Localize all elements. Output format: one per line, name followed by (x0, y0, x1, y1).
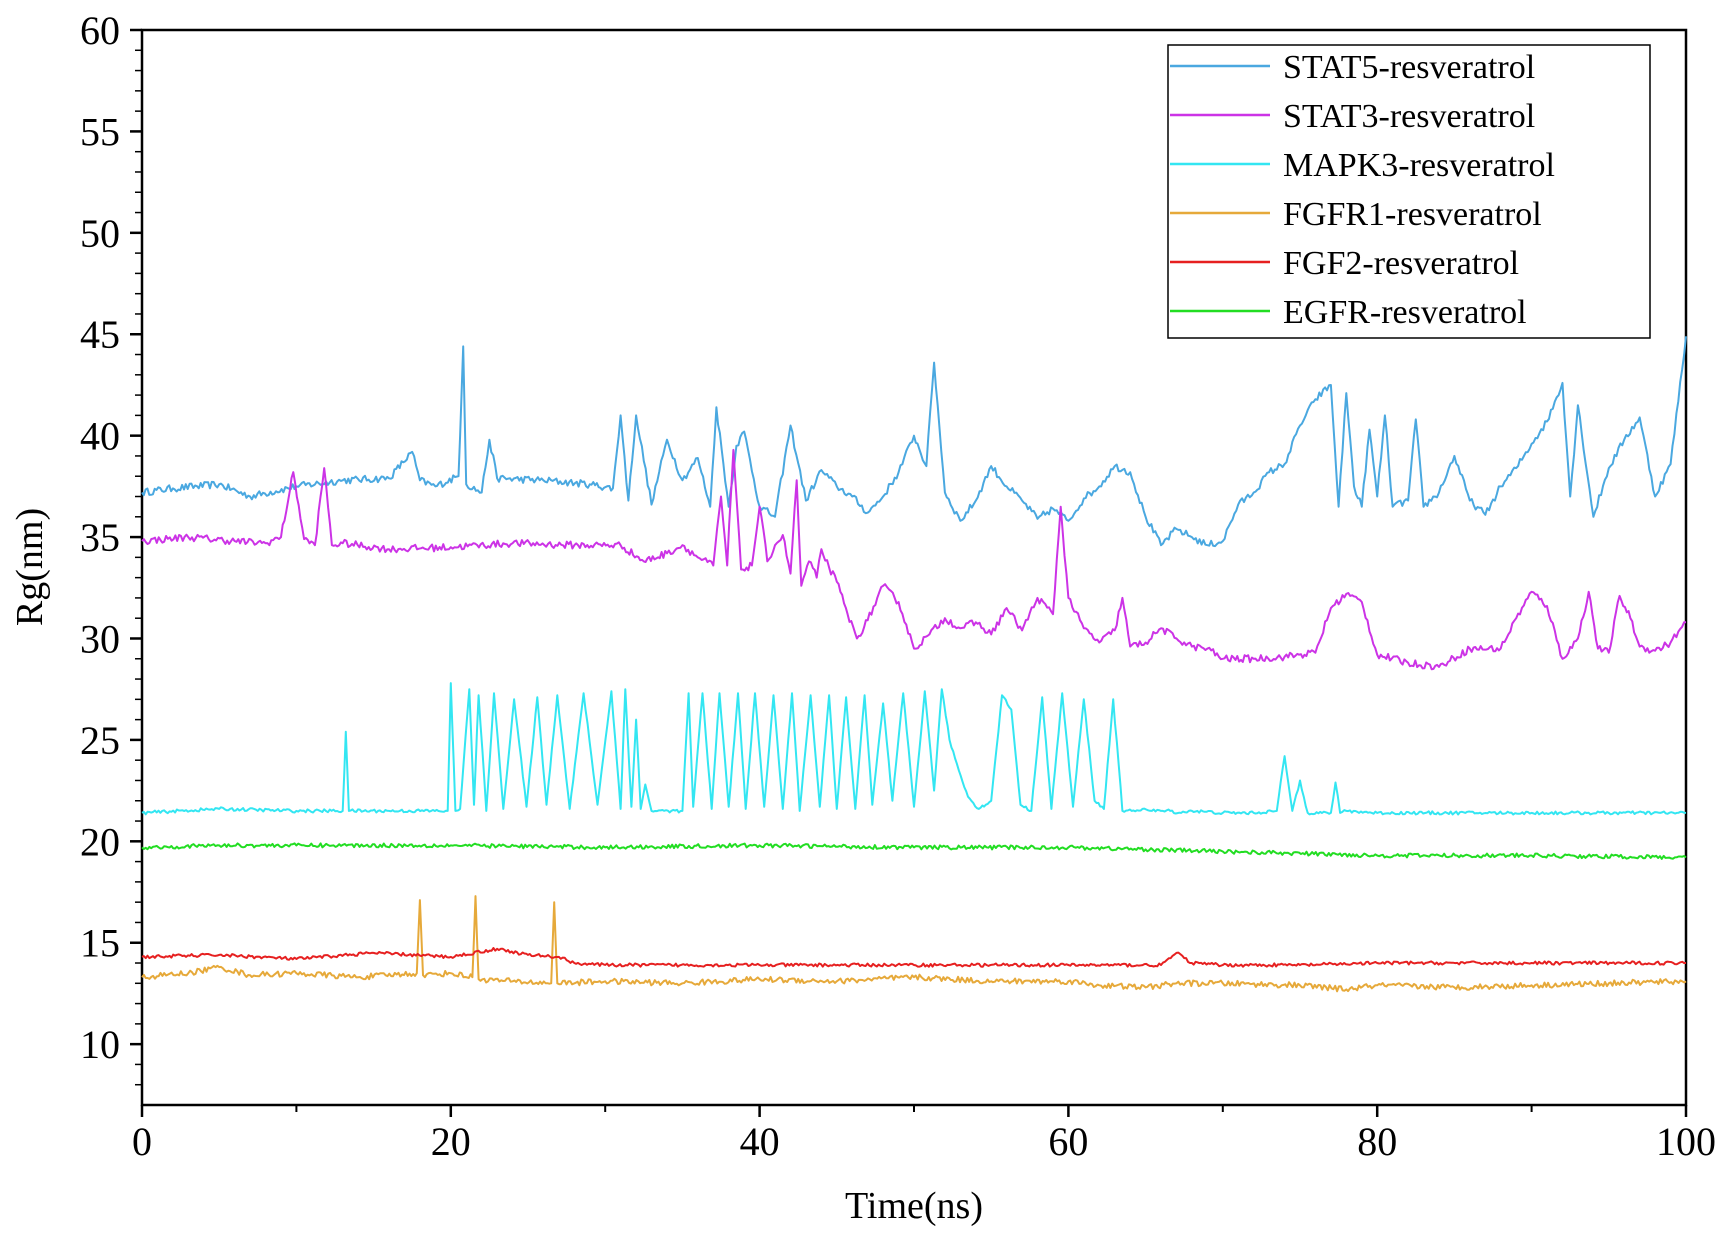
legend-label: EGFR-resveratrol (1283, 294, 1527, 331)
x-tick-label: 100 (1656, 1119, 1716, 1164)
x-tick-label: 0 (132, 1119, 152, 1164)
y-tick-label: 45 (80, 312, 120, 357)
y-tick-label: 20 (80, 819, 120, 864)
y-tick-label: 60 (80, 8, 120, 53)
x-tick-label: 20 (431, 1119, 471, 1164)
series-layer (141, 336, 1687, 993)
series-line-stat5-resveratrol (141, 336, 1687, 548)
y-tick-label: 10 (80, 1022, 120, 1067)
y-tick-label: 30 (80, 616, 120, 661)
legend-box (1167, 44, 1651, 339)
legend: STAT5-resveratrol STAT3-resveratrol MAPK3-… (1167, 44, 1651, 339)
y-tick-label: 15 (80, 921, 120, 966)
series-line-mapk3-resveratrol (141, 682, 1687, 816)
legend-label: FGFR1-resveratrol (1283, 196, 1542, 233)
y-tick-label: 35 (80, 515, 120, 560)
legend-label: STAT5-resveratrol (1283, 49, 1535, 86)
y-tick-label: 25 (80, 718, 120, 763)
y-tick-label: 40 (80, 414, 120, 459)
y-axis-label: Rg(nm) (9, 508, 51, 626)
axes-layer: 0 20 40 60 80 100 10 15 20 25 30 35 40 45 50 55 60 (80, 8, 1716, 1164)
legend-label: FGF2-resveratrol (1283, 245, 1519, 282)
series-line-fgf2-resveratrol (141, 947, 1686, 968)
series-line-stat3-resveratrol (141, 448, 1686, 671)
y-tick-label: 50 (80, 211, 120, 256)
x-axis-label: Time(ns) (845, 1185, 983, 1227)
series-line-fgfr1-resveratrol (141, 895, 1687, 993)
legend-label: STAT3-resveratrol (1283, 98, 1535, 135)
x-tick-label: 40 (740, 1119, 780, 1164)
legend-label: MAPK3-resveratrol (1283, 147, 1555, 184)
x-tick-label: 60 (1048, 1119, 1088, 1164)
y-tick-label: 55 (80, 109, 120, 154)
series-line-egfr-resveratrol (141, 842, 1687, 860)
x-tick-label: 80 (1357, 1119, 1397, 1164)
